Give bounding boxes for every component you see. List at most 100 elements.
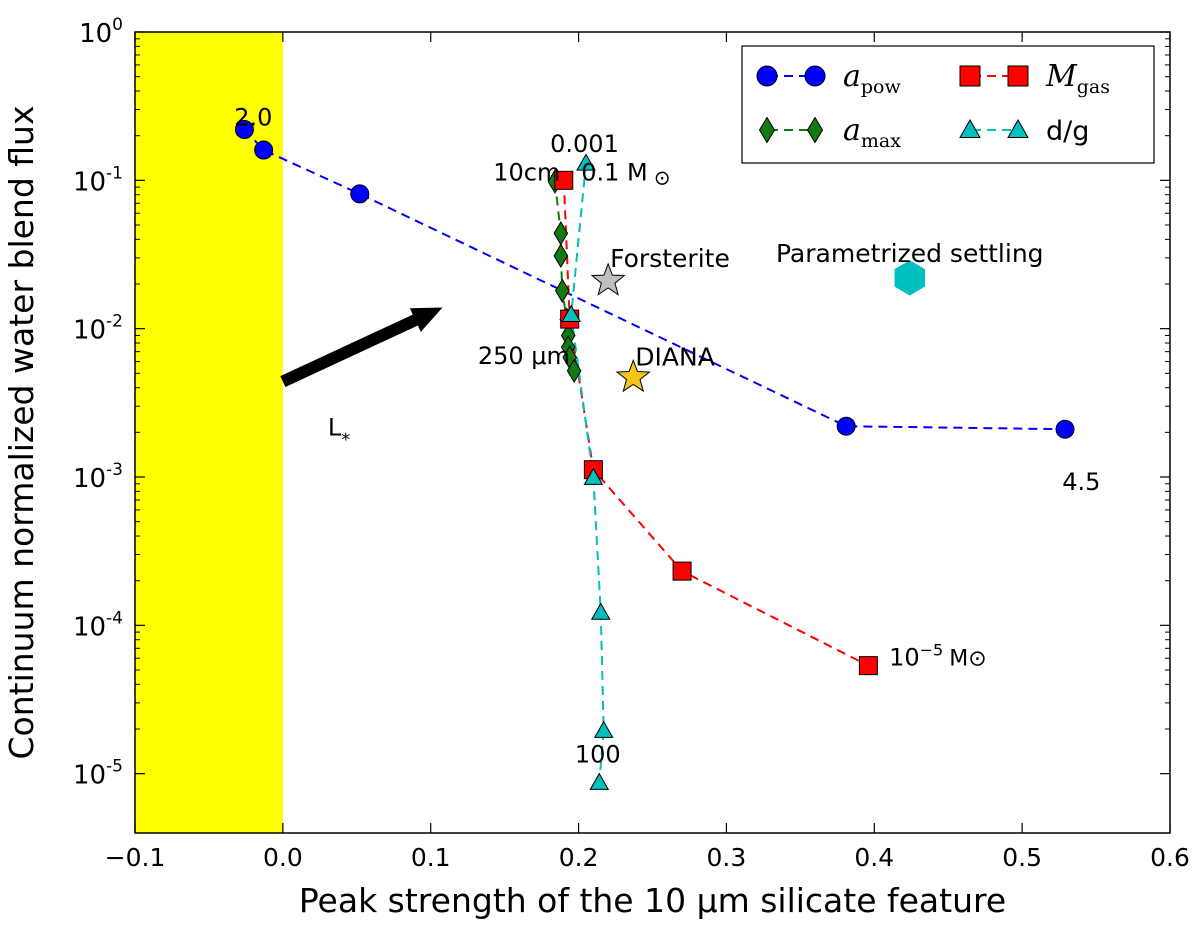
annotation-sub-arrow-label: *: [341, 430, 350, 451]
annotations-layer: Forsterite DIANA Parametrized settling 2.0 4…: [234, 103, 1100, 768]
markers-layer: [234, 120, 1075, 790]
annotation-dg-start: 0.001: [550, 130, 619, 158]
marker-label-parametrized-settling: Parametrized settling: [776, 239, 1044, 268]
point-apow-3: [836, 416, 856, 436]
point-amax-3: [554, 278, 570, 304]
annotation-text-dg-start: 0.001: [550, 130, 619, 158]
y-tick-base: 10: [73, 464, 106, 494]
legend-label-main: M: [1045, 59, 1078, 94]
y-tick-exponent: -3: [106, 460, 123, 480]
legend-marker-end-dg: [1007, 118, 1029, 138]
annotation-text-apow-start: 2.0: [234, 103, 272, 131]
annotation-dg-end: 100: [575, 740, 621, 768]
x-tick-label: 0.5: [1002, 843, 1042, 872]
point-apow-0: [234, 120, 254, 140]
annotation-sup-mgas-end: −5: [920, 641, 944, 660]
x-tick-label: 0.4: [854, 843, 894, 872]
x-tick-label: 0.1: [411, 843, 451, 872]
legend-label-main: a: [843, 59, 861, 94]
point-mgas-0: [554, 170, 574, 190]
y-tick-label: 100: [79, 15, 123, 49]
series-line-dg: [570, 163, 605, 783]
x-tick-label: 0.3: [707, 843, 747, 872]
y-tick-label: 10-4: [73, 608, 123, 642]
legend-marker-end-mgas: [1007, 65, 1029, 87]
legend-marker-end-amax: [806, 116, 824, 144]
y-tick-exponent: -2: [106, 312, 123, 332]
y-tick-exponent: -1: [106, 163, 123, 183]
point-apow-2: [350, 184, 370, 204]
y-tick-base: 10: [73, 761, 106, 791]
y-tick-base: 10: [73, 167, 106, 197]
marker-label-forsterite: Forsterite: [610, 244, 730, 273]
legend-label-mgas: Mgas: [1045, 59, 1110, 98]
point-amax-8: [566, 358, 582, 384]
annotation-amax-end: 250 μm: [478, 342, 570, 370]
legend-label-apow: apow: [843, 59, 901, 98]
point-dg-3: [590, 602, 611, 620]
y-tick-label: 10-3: [73, 460, 123, 494]
legend-box: [741, 45, 1155, 164]
legend-label-amax: amax: [843, 113, 901, 152]
y-tick-label: 10-5: [73, 757, 123, 791]
y-tick-label: 10-1: [73, 163, 123, 197]
annotation-text-arrow-label: L: [328, 414, 342, 442]
legend-marker-start-amax: [758, 116, 776, 144]
marker-forsterite: [590, 262, 626, 296]
annotation-text-mgas-end: 10: [889, 644, 920, 672]
point-dg-1: [561, 304, 582, 323]
point-dg-4: [593, 720, 614, 738]
annotation-text-mgas-start: 0.1 M: [581, 158, 648, 186]
point-apow-1: [254, 140, 274, 160]
annotation-arrow-label: L*: [328, 414, 350, 451]
annotation-text-amax-end: 250 μm: [478, 342, 570, 370]
marker-label-diana: DIANA: [635, 342, 715, 371]
y-axis-label: Continuum normalized water blend flux: [2, 105, 41, 759]
legend-label-sub: gas: [1077, 76, 1110, 98]
annotation-text-amax-start: 10cm: [493, 158, 560, 186]
luminosity-arrow: [280, 307, 443, 387]
annotation-mgas-end: 10−5 M⊙: [889, 641, 987, 672]
legend-label-sub: pow: [861, 76, 902, 98]
annotation-apow-start: 2.0: [234, 103, 272, 131]
lines-layer: [243, 128, 1066, 783]
ticks-layer: −0.1 0.0 0.1 0.2 0.3 0.4 0.5 0.610010-110-210-3…: [73, 15, 1190, 872]
x-tick-label: 0.6: [1150, 843, 1190, 872]
legend-marker-start-apow: [756, 65, 778, 87]
y-tick-label: 10-2: [73, 312, 123, 346]
annotation-amax-start: 10cm: [493, 158, 560, 186]
shaded-region: [135, 32, 283, 833]
annotation-suffix-mgas-start: ⊙: [654, 165, 671, 189]
legend-label-dg: d/g: [1046, 116, 1089, 147]
point-dg-0: [576, 153, 596, 171]
y-tick-exponent: -4: [106, 608, 123, 628]
annotation-mgas-start: 0.1 M ⊙: [581, 158, 670, 189]
point-dg-5: [589, 772, 610, 790]
y-tick-base: 10: [73, 612, 106, 642]
arrow-layer: [280, 307, 443, 387]
legend-marker-start-dg: [959, 118, 981, 138]
marker-parametrized-settling: [894, 260, 925, 296]
legend-label-main: a: [843, 113, 861, 148]
point-mgas-4: [858, 656, 878, 676]
point-apow-4: [1055, 419, 1075, 439]
x-tick-label: −0.1: [105, 843, 166, 872]
annotation-text-dg-end: 100: [575, 740, 621, 768]
y-tick-base: 10: [79, 19, 112, 49]
x-tick-label: 0.2: [559, 843, 599, 872]
point-amax-2: [553, 243, 569, 269]
legend-marker-start-mgas: [959, 65, 981, 87]
x-tick-label: 0.0: [263, 843, 303, 872]
legend-marker-end-apow: [804, 65, 826, 87]
legend-label-sub: max: [861, 130, 901, 152]
annotation-suffix-mgas-end: M⊙: [949, 647, 986, 672]
x-axis-label: Peak strength of the 10 μm silicate feat…: [299, 881, 1006, 920]
y-tick-exponent: -5: [106, 757, 123, 777]
annotation-text-apow-end: 4.5: [1062, 468, 1100, 496]
legend-label-main: d/g: [1046, 116, 1089, 147]
marker-diana: [615, 358, 651, 393]
annotation-apow-end: 4.5: [1062, 468, 1100, 496]
y-tick-base: 10: [73, 316, 106, 346]
